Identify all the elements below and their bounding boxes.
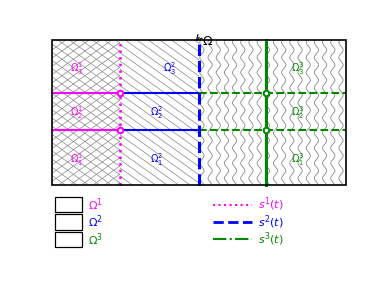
Text: $\Omega_2^1$: $\Omega_2^1$ [70, 104, 83, 121]
Bar [55, 214, 82, 230]
Bar [55, 214, 82, 230]
Text: $\Omega_1^1$: $\Omega_1^1$ [70, 151, 83, 167]
Bar [55, 197, 82, 212]
Text: $\Omega^2$: $\Omega^2$ [88, 214, 103, 230]
Bar [55, 197, 82, 212]
Text: $s^2(t)$: $s^2(t)$ [258, 213, 283, 231]
Bar [55, 232, 82, 247]
Text: $s^3(t)$: $s^3(t)$ [258, 230, 283, 248]
Bar [52, 40, 346, 185]
Bar [55, 214, 82, 230]
Text: $\Omega_2^2$: $\Omega_2^2$ [151, 104, 163, 121]
Bar [52, 40, 120, 185]
Bar [199, 40, 346, 185]
Text: $\Omega^1$: $\Omega^1$ [88, 196, 103, 213]
Text: $\Omega_3^2$: $\Omega_3^2$ [163, 60, 176, 77]
Text: $\Omega_3^3$: $\Omega_3^3$ [291, 60, 305, 77]
Bar [55, 232, 82, 247]
Text: $\Omega$: $\Omega$ [202, 35, 213, 48]
Bar [55, 232, 82, 247]
Text: $\Omega_1^3$: $\Omega_1^3$ [291, 151, 305, 167]
Text: $\Omega_3^1$: $\Omega_3^1$ [70, 60, 83, 77]
Text: $\Omega_1^2$: $\Omega_1^2$ [151, 151, 163, 167]
Text: $\Omega^3$: $\Omega^3$ [88, 231, 103, 248]
Text: $s^1(t)$: $s^1(t)$ [258, 196, 283, 214]
Bar [55, 197, 82, 212]
Bar [120, 40, 199, 185]
Text: $\Omega_2^3$: $\Omega_2^3$ [291, 104, 305, 121]
